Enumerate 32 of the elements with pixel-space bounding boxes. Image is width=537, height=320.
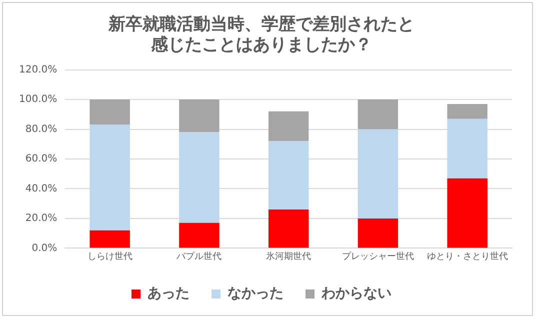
x-tick-label: バブル世代 (176, 250, 222, 262)
bar (90, 124, 130, 230)
bar (179, 132, 220, 223)
bar (268, 141, 309, 210)
bar (447, 104, 488, 119)
y-tick-label: 60.0% (25, 154, 58, 165)
bar (90, 100, 130, 125)
x-tick-label: ゆとり・さとり世代 (426, 250, 508, 262)
bar (358, 218, 398, 248)
text: 新卒就職活動当時、学歴で差別されたと (108, 14, 414, 35)
bar (268, 210, 309, 248)
legend-label: あった (148, 286, 190, 302)
bar (358, 100, 398, 130)
x-tick-label: しらけ世代 (87, 250, 132, 262)
bar (268, 111, 309, 142)
y-tick-label: 80.0% (25, 124, 58, 135)
bar (358, 129, 398, 218)
bar (447, 178, 488, 248)
bar (179, 222, 220, 248)
x-tick-label: プレッシャー世代 (342, 250, 414, 262)
y-tick-label: 40.0% (25, 183, 58, 194)
x-tick-label: 氷河期世代 (266, 250, 312, 262)
legend-label: わからない (320, 286, 392, 302)
y-tick-label: 20.0% (25, 213, 58, 224)
legend-label: なかった (228, 286, 284, 302)
y-tick-label: 0.0% (32, 242, 58, 254)
y-tick-label: 120.0% (18, 64, 58, 76)
bar (447, 118, 488, 178)
text: 感じたことはありましたか？ (151, 35, 372, 56)
bar (179, 100, 220, 132)
y-tick-label: 100.0% (18, 94, 58, 106)
bar (90, 230, 130, 248)
